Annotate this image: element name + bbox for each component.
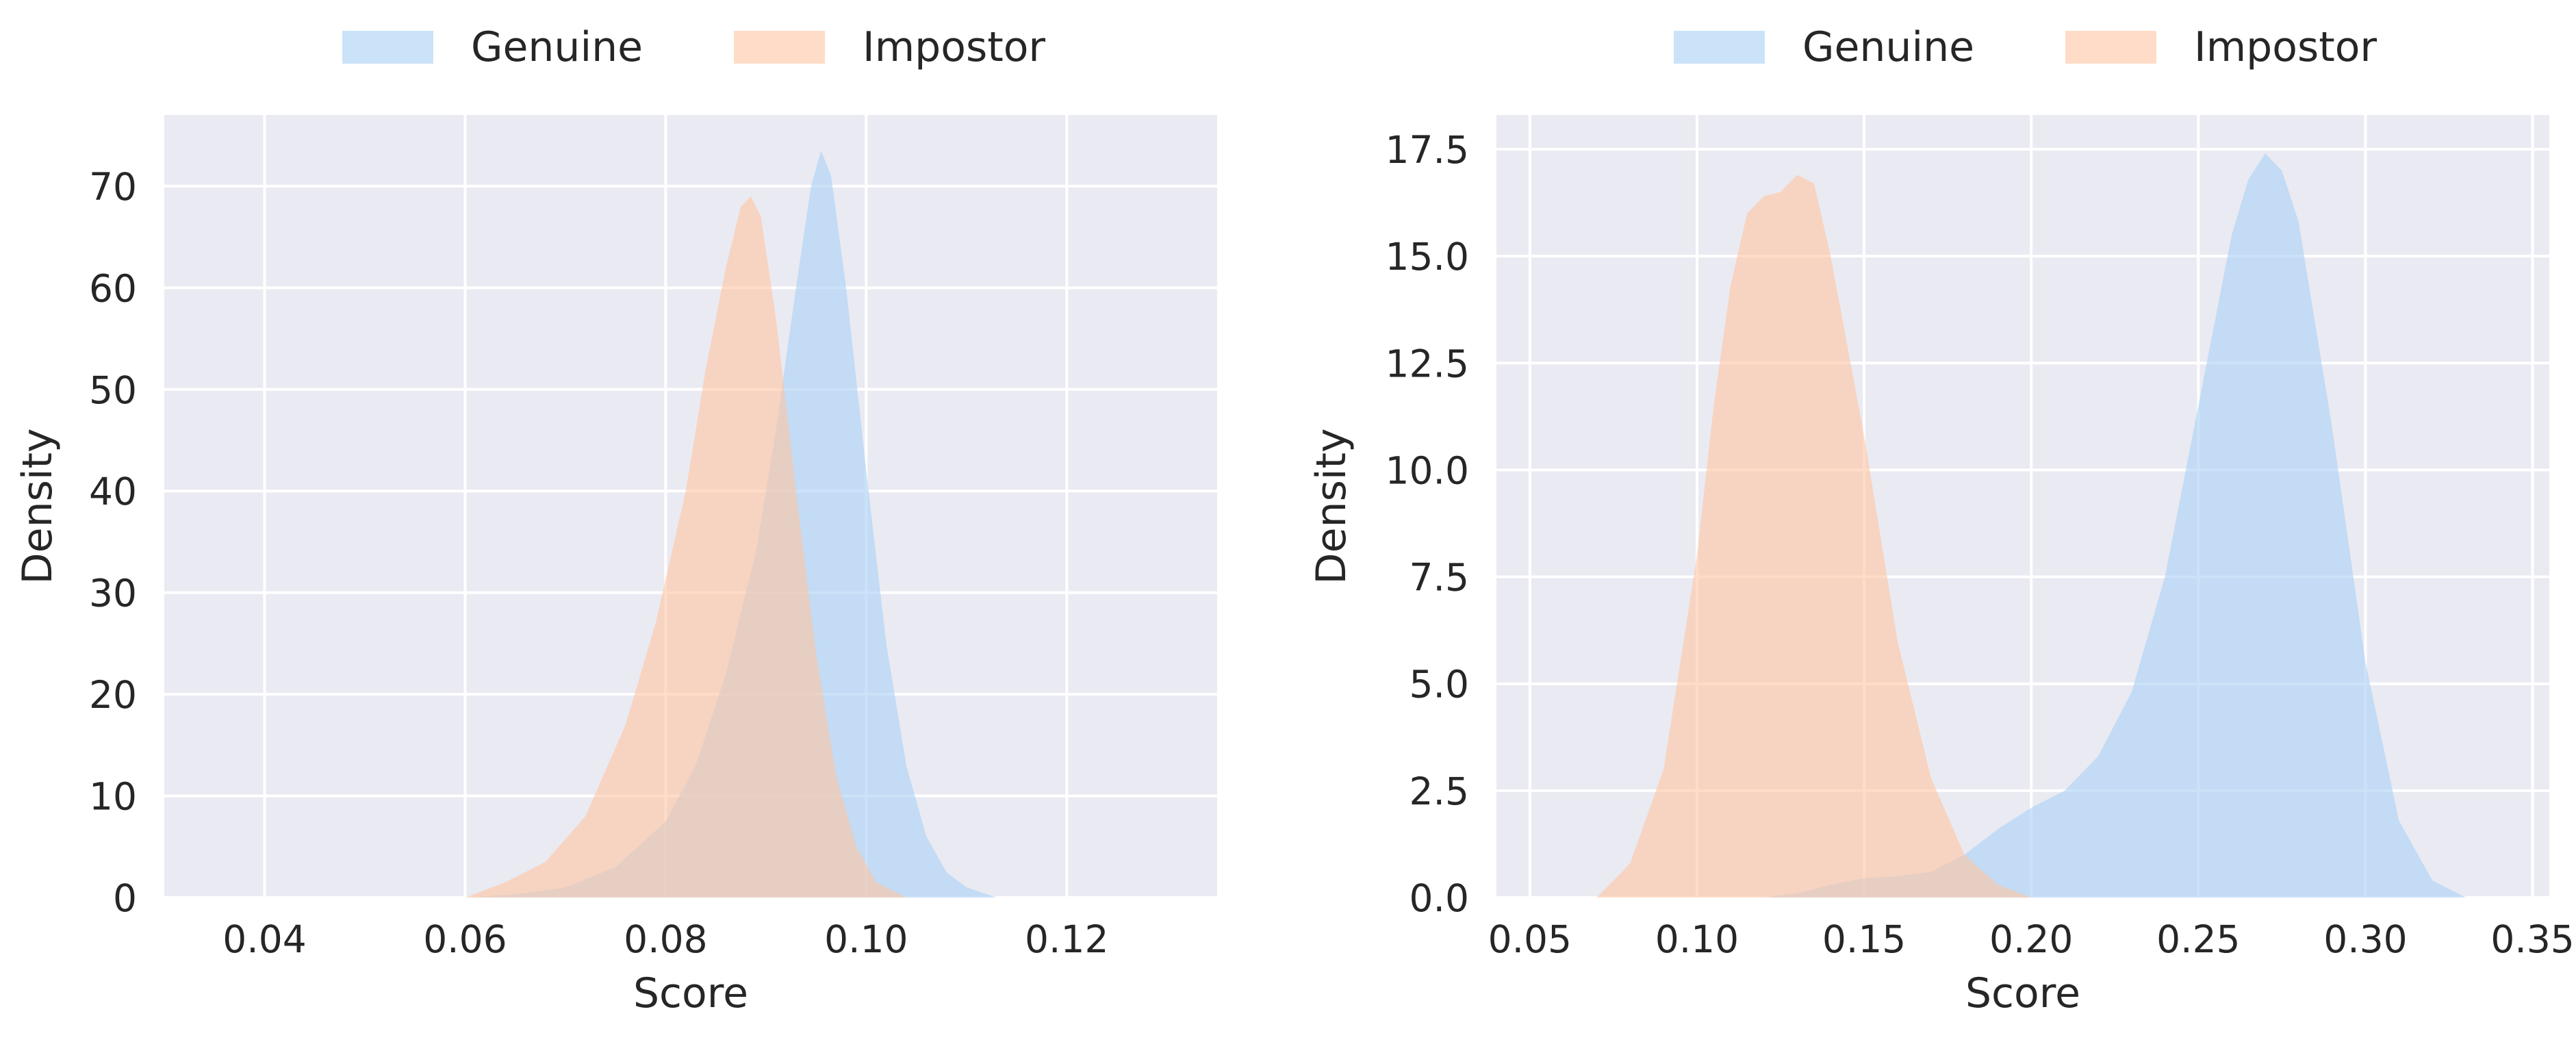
y-axis-label: Density — [14, 428, 62, 584]
y-tick-label: 2.5 — [1410, 770, 1469, 813]
x-tick-label: 0.30 — [2323, 917, 2407, 961]
x-tick-label: 0.05 — [1488, 917, 1572, 961]
x-tick-label: 0.20 — [1989, 917, 2073, 961]
x-tick-label: 0.10 — [1655, 917, 1739, 961]
density-area-genuine — [1763, 153, 2466, 898]
legend-label-impostor: Impostor — [2194, 23, 2377, 71]
y-tick-label: 0.0 — [1410, 876, 1469, 920]
right-chart-panel: 0.05 0.10 0.15 0.20 0.25 0.30 0.35 0.0 2.5 5.0 7.5… — [1308, 23, 2575, 1017]
y-tick-label: 20 — [89, 673, 137, 717]
x-tick-label: 0.25 — [2156, 917, 2240, 961]
x-axis-label: Score — [633, 969, 748, 1017]
y-tick-label: 7.5 — [1410, 556, 1469, 600]
y-tick-label: 5.0 — [1410, 663, 1469, 707]
x-axis-label: Score — [1965, 969, 2080, 1017]
x-tick-label: 0.35 — [2490, 917, 2574, 961]
legend: Genuine Impostor — [1674, 23, 2377, 71]
x-tick-label: 0.15 — [1822, 917, 1906, 961]
y-tick-label: 10 — [89, 775, 137, 819]
y-tick-label: 70 — [89, 165, 137, 209]
legend-label-genuine: Genuine — [471, 23, 643, 71]
density-area-genuine — [465, 150, 997, 898]
density-area-impostor — [1596, 175, 2032, 898]
x-tick-label: 0.12 — [1025, 917, 1108, 961]
y-tick-label: 50 — [89, 368, 137, 412]
density-area-impostor — [465, 196, 906, 898]
x-tick-label: 0.08 — [624, 917, 707, 961]
x-tick-label: 0.06 — [423, 917, 507, 961]
y-axis-label: Density — [1308, 428, 1355, 584]
y-tick-label: 40 — [89, 470, 137, 513]
left-chart-panel: 0.04 0.06 0.08 0.10 0.12 0 10 20 30 40 50 60 70 Score… — [14, 23, 1217, 1017]
legend-label-impostor: Impostor — [863, 23, 1045, 71]
legend-swatch-genuine — [342, 31, 433, 64]
legend: Genuine Impostor — [342, 23, 1045, 71]
legend-label-genuine: Genuine — [1802, 23, 1974, 71]
y-tick-label: 15.0 — [1386, 235, 1469, 279]
x-tick-label: 0.10 — [824, 917, 908, 961]
y-tick-label: 0 — [113, 876, 137, 920]
legend-swatch-impostor — [2065, 31, 2156, 64]
plot-background — [1496, 115, 2549, 898]
y-tick-label: 60 — [89, 266, 137, 310]
y-tick-label: 10.0 — [1386, 448, 1469, 492]
y-tick-label: 17.5 — [1386, 128, 1469, 172]
legend-swatch-genuine — [1674, 31, 1765, 64]
y-tick-label: 30 — [89, 572, 137, 615]
x-tick-label: 0.04 — [222, 917, 306, 961]
y-tick-label: 12.5 — [1386, 342, 1469, 385]
legend-swatch-impostor — [734, 31, 825, 64]
